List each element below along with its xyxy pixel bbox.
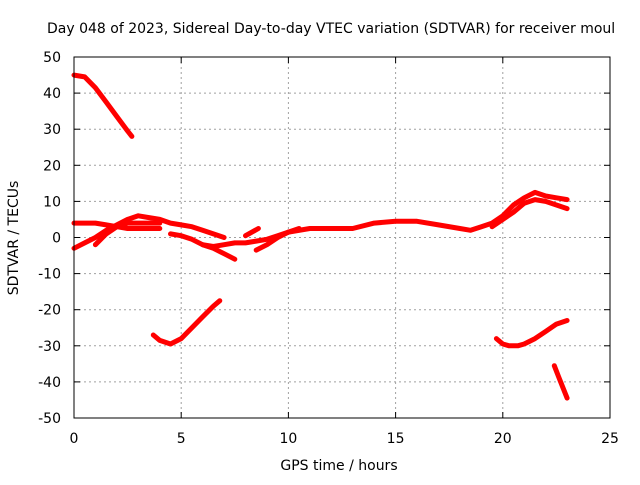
x-tick-label: 5: [177, 431, 186, 447]
y-tick-label: 50: [43, 50, 61, 66]
chart-title: Day 048 of 2023, Sidereal Day-to-day VTE…: [47, 21, 615, 37]
y-tick-label: -40: [38, 375, 61, 391]
x-tick-label: 10: [279, 431, 297, 447]
y-axis-title: SDTVAR / TECUs: [6, 181, 22, 296]
x-tick-label: 0: [70, 431, 79, 447]
y-tick-label: -10: [38, 267, 61, 283]
y-tick-label: 20: [43, 158, 61, 174]
x-tick-label: 15: [387, 431, 405, 447]
series-line-arc-10: [285, 189, 570, 235]
x-tick-label: 20: [494, 431, 512, 447]
series-line-arc-1: [71, 72, 135, 139]
series-group: [71, 72, 570, 401]
y-tick-label: 40: [43, 86, 61, 102]
series-line-arc-13: [551, 363, 570, 401]
y-tick-label: 30: [43, 122, 61, 138]
ticks: 0 5 10 15 20 25 -50 -40 -30 -20 -10 0 10 20 30 40 50: [38, 50, 619, 447]
y-tick-label: -50: [38, 411, 61, 427]
grid: [74, 57, 610, 418]
series-line-arc-8: [243, 226, 261, 239]
series-line-arc-12: [493, 318, 570, 349]
y-tick-label: 0: [52, 231, 61, 247]
series-line-arc-5: [150, 298, 223, 347]
y-tick-label: 10: [43, 194, 61, 210]
x-axis-title: GPS time / hours: [280, 458, 397, 474]
series-line-arc-3: [71, 213, 227, 251]
series-line-arc-11: [489, 197, 570, 230]
y-tick-label: -30: [38, 339, 61, 355]
series-line-arc-4: [92, 220, 163, 248]
y-tick-label: -20: [38, 303, 61, 319]
x-tick-label: 25: [601, 431, 619, 447]
